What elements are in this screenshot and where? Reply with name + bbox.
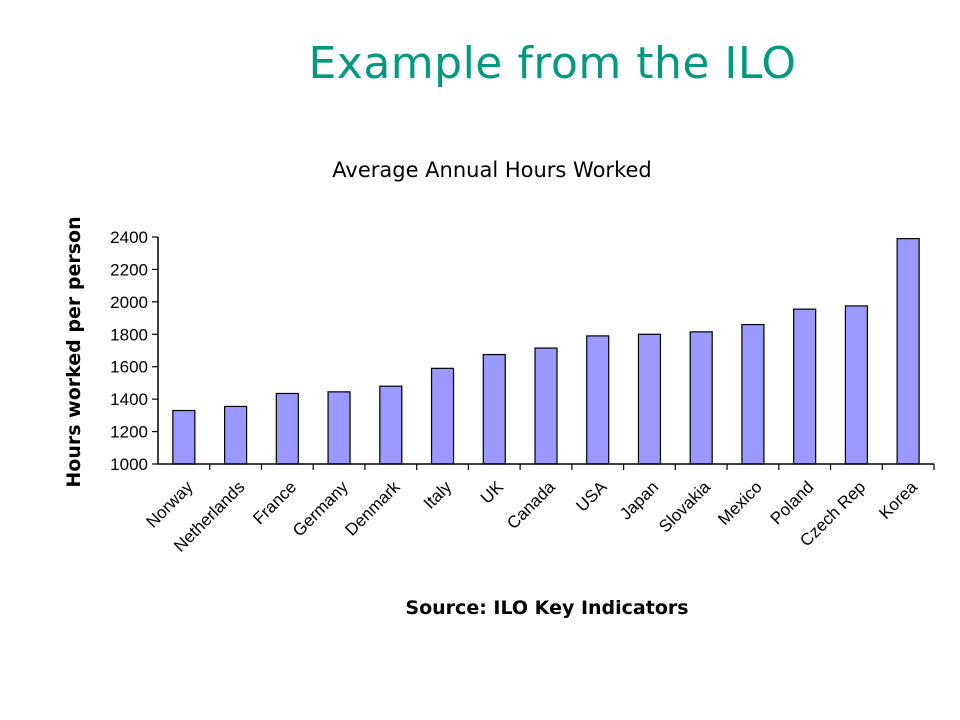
y-axis-title: Hours worked per person (63, 216, 85, 487)
y-tick-label: 1600 (110, 358, 148, 377)
bar-netherlands (224, 405, 248, 465)
y-tick-label: 1000 (110, 455, 148, 474)
x-tick-label: Italy (420, 477, 456, 513)
bar-japan (637, 333, 662, 465)
bar-norway (172, 409, 196, 465)
x-tick-label: France (249, 477, 300, 528)
y-axis-ticks: 1000 1200 1400 1600 1800 2000 2200 2400 (110, 228, 158, 474)
x-tick-label: Slovakia (655, 477, 714, 536)
x-tick-label: Germany (289, 477, 352, 540)
bar-denmark (379, 385, 403, 465)
y-tick-label: 1400 (110, 390, 148, 409)
bar-italy (430, 367, 455, 465)
chart-title: Average Annual Hours Worked (332, 158, 651, 182)
y-tick-label: 2000 (110, 293, 148, 312)
bar-uk (482, 353, 506, 465)
y-tick-label: 1200 (110, 423, 148, 442)
bar-poland (793, 308, 817, 465)
bar-usa (586, 335, 610, 465)
x-tick-label: Canada (503, 477, 559, 533)
bar-mexico (741, 323, 765, 465)
x-tick-label: Mexico (714, 477, 766, 529)
bars (172, 238, 920, 465)
bar-canada (534, 347, 558, 465)
x-tick-label: UK (477, 477, 508, 508)
x-tick-label: USA (572, 477, 611, 516)
x-tick-label: Poland (767, 477, 818, 528)
slide-title: Example from the ILO (308, 38, 797, 89)
bar-czech-rep (844, 305, 869, 465)
bar-germany (327, 391, 351, 465)
bar-korea (896, 238, 920, 465)
y-tick-label: 2200 (110, 260, 148, 279)
source-note: Source: ILO Key Indicators (405, 597, 688, 619)
x-tick-label: Korea (875, 477, 921, 523)
x-tick-label: Denmark (341, 477, 404, 540)
bar-france (275, 392, 299, 465)
x-tick-label: Japan (616, 477, 662, 523)
bar-slovakia (689, 331, 713, 465)
y-tick-label: 1800 (110, 325, 148, 344)
y-tick-label: 2400 (110, 228, 148, 247)
